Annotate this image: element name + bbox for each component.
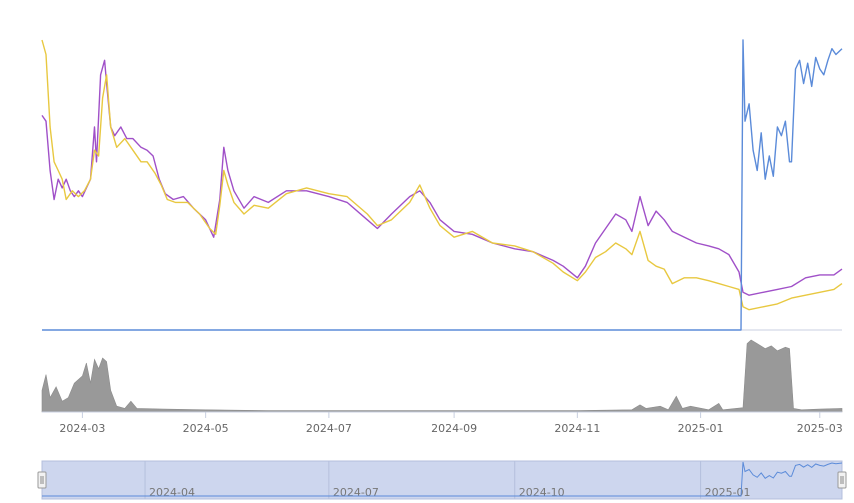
x-tick-label: 2024-03 — [59, 422, 105, 435]
series-3-line — [42, 39, 843, 331]
x-tick-label: 2024-11 — [554, 422, 600, 435]
series-1-line — [41, 59, 843, 296]
navigator-handle-left[interactable] — [37, 471, 47, 489]
navigator-series-line — [42, 461, 843, 497]
navigator-handle-right[interactable] — [837, 471, 847, 489]
navigator[interactable]: 2024-04 2024-07 2024-10 2025-01 — [37, 460, 847, 500]
series-2-line — [41, 39, 843, 311]
x-tick-label: 2025-01 — [678, 422, 724, 435]
main-plot — [41, 39, 843, 331]
volume-area — [41, 339, 843, 413]
x-axis-ticks: 2024-03 2024-05 2024-07 2024-09 2024-11 2025-… — [59, 412, 843, 435]
navigator-tick-label: 2024-10 — [519, 486, 565, 499]
navigator-tick-label: 2025-01 — [705, 486, 751, 499]
volume-plot: 2024-03 2024-05 2024-07 2024-09 2024-11 2025-… — [41, 339, 843, 435]
x-tick-label: 2024-07 — [306, 422, 352, 435]
x-tick-label: 2025-03 — [797, 422, 843, 435]
volume-layer — [41, 339, 843, 413]
navigator-tick-label: 2024-07 — [333, 486, 379, 499]
x-tick-label: 2024-09 — [431, 422, 477, 435]
navigator-tick-label: 2024-04 — [149, 486, 195, 499]
x-tick-label: 2024-05 — [183, 422, 229, 435]
navigator-layer: 2024-04 2024-07 2024-10 2025-01 — [42, 461, 843, 499]
series-layer — [41, 39, 843, 331]
